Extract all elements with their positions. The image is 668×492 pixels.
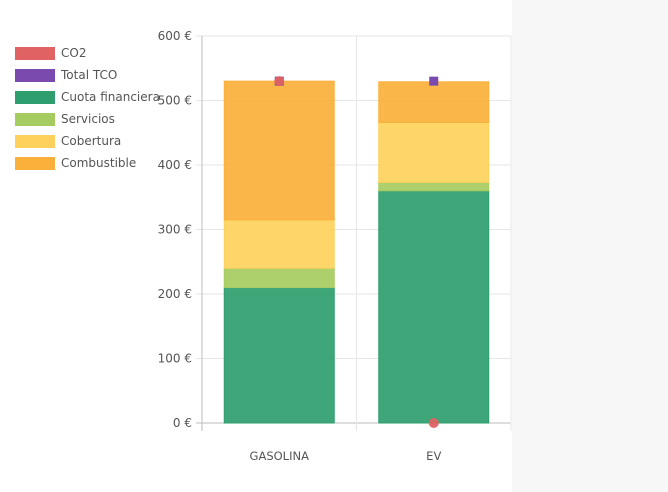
y-tick-label: 200 € [158, 287, 192, 301]
marker-co2-gasolina [274, 76, 285, 87]
bar-servicios-gasolina [223, 267, 335, 289]
chart-legend: CO2 Total TCO Cuota financiera Servicios… [15, 42, 160, 174]
bar-cuota-financiera-gasolina [223, 287, 335, 424]
bar-combustible-gasolina [223, 80, 335, 221]
marker-total-tco-ev [429, 76, 439, 86]
legend-label-total-tco: Total TCO [61, 68, 118, 82]
marker-co2-ev [428, 418, 439, 428]
legend-label-cuota-financiera: Cuota financiera [61, 90, 160, 104]
legend-label-cobertura: Cobertura [61, 134, 122, 148]
bar-cobertura-ev [378, 121, 490, 183]
legend-item-cobertura[interactable]: Cobertura [15, 130, 160, 152]
bar-servicios-ev [378, 181, 490, 192]
legend-label-co2: CO2 [61, 46, 87, 60]
y-tick-label: 500 € [158, 94, 192, 108]
legend-swatch-combustible [15, 156, 55, 170]
y-tick-label: 400 € [158, 158, 192, 172]
legend-swatch-total-tco [15, 68, 55, 82]
legend-item-total-tco[interactable]: Total TCO [15, 64, 160, 86]
y-tick-label: 300 € [158, 223, 192, 237]
bar-combustible-ev [378, 81, 490, 123]
legend-swatch-co2 [15, 46, 55, 60]
legend-label-servicios: Servicios [61, 112, 115, 126]
legend-item-combustible[interactable]: Combustible [15, 152, 160, 174]
y-tick-label: 600 € [158, 29, 192, 43]
legend-swatch-cobertura [15, 134, 55, 148]
legend-item-cuota-financiera[interactable]: Cuota financiera [15, 86, 160, 108]
y-tick-label: 0 € [173, 416, 192, 430]
legend-label-combustible: Combustible [61, 156, 137, 170]
legend-item-servicios[interactable]: Servicios [15, 108, 160, 130]
bar-cuota-financiera-ev [378, 190, 490, 424]
x-tick-label: GASOLINA [250, 449, 310, 463]
legend-swatch-servicios [15, 112, 55, 126]
legend-item-co2[interactable]: CO2 [15, 42, 160, 64]
legend-swatch-cuota-financiera [15, 90, 55, 104]
bar-cobertura-gasolina [223, 219, 335, 269]
y-tick-label: 100 € [158, 352, 192, 366]
side-panel [512, 0, 668, 492]
x-tick-label: EV [426, 449, 441, 463]
